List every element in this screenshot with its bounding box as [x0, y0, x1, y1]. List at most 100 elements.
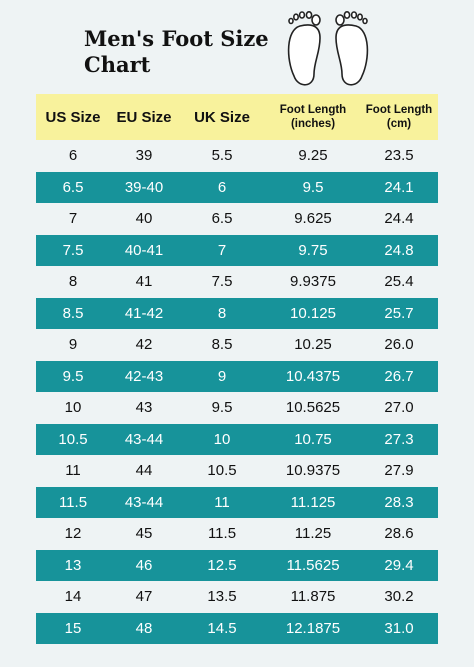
table-row: 9 42 8.5 10.25 26.0: [36, 329, 438, 361]
table-cell: 6: [68, 147, 78, 165]
table-cell: 11.5: [58, 493, 88, 511]
table-cell: 13.5: [207, 588, 237, 606]
table-cell: 40: [135, 210, 153, 228]
table-cell: 11.875: [290, 588, 336, 606]
table-cell: 8: [217, 304, 227, 322]
table-cell: 43-44: [124, 430, 164, 448]
table-cell: 6: [217, 178, 227, 196]
table-cell: 45: [135, 525, 153, 543]
table-cell: 24.1: [384, 178, 414, 196]
table-row: 7 40 6.5 9.625 24.4: [36, 203, 438, 235]
table-row: 15 48 14.5 12.1875 31.0: [36, 612, 438, 644]
table-cell: 9.5: [302, 178, 324, 196]
table-cell: 27.0: [384, 399, 414, 417]
table-cell: 8.5: [211, 336, 233, 354]
table-cell: 41-42: [124, 304, 164, 322]
table-cell: 40-41: [124, 241, 164, 259]
table-cell: 42: [135, 336, 153, 354]
feet-icon: [287, 11, 369, 86]
table-cell: 11: [65, 462, 81, 480]
table-cell: 10.9375: [285, 462, 341, 480]
size-table: US Size EU Size UK Size Foot Length (inches…: [36, 94, 438, 644]
table-row: 9.5 42-43 9 10.4375 26.7: [36, 360, 438, 392]
table-cell: 24.8: [384, 241, 414, 259]
table-row: 11.5 43-44 11 11.125 28.3: [36, 486, 438, 518]
table-cell: 28.3: [384, 493, 414, 511]
table-cell: 10.5: [58, 430, 88, 448]
table-cell: 9.75: [298, 241, 328, 259]
table-cell: 6.5: [211, 210, 233, 228]
table-cell: 12.1875: [285, 619, 341, 637]
table-cell: 43: [135, 399, 153, 417]
column-header: UK Size: [194, 108, 250, 126]
table-cell: 10.4375: [285, 367, 341, 385]
table-cell: 13: [64, 556, 82, 574]
table-cell: 11.5625: [286, 556, 340, 574]
table-cell: 47: [135, 588, 153, 606]
table-cell: 26.0: [384, 336, 414, 354]
table-row: 10.5 43-44 10 10.75 27.3: [36, 423, 438, 455]
table-cell: 10.5: [207, 462, 237, 480]
table-cell: 11: [214, 493, 230, 511]
table-cell: 15: [64, 619, 82, 637]
table-cell: 26.7: [384, 367, 414, 385]
table-cell: 9.9375: [290, 273, 336, 291]
table-cell: 48: [135, 619, 153, 637]
table-cell: 44: [135, 462, 153, 480]
table-cell: 31.0: [384, 619, 414, 637]
table-cell: 9.5: [211, 399, 233, 417]
table-row: 11 44 10.5 10.9375 27.9: [36, 455, 438, 487]
table-cell: 11.25: [294, 525, 332, 543]
table-cell: 14: [64, 588, 82, 606]
column-header: Foot Length (inches): [279, 104, 347, 130]
table-cell: 10: [64, 399, 82, 417]
table-row: 7.5 40-41 7 9.75 24.8: [36, 234, 438, 266]
table-cell: 12.5: [207, 556, 237, 574]
table-row: 12 45 11.5 11.25 28.6: [36, 518, 438, 550]
table-cell: 9: [217, 367, 227, 385]
column-header: US Size: [45, 108, 101, 126]
table-cell: 9.625: [294, 210, 332, 228]
table-cell: 6.5: [62, 178, 84, 196]
table-cell: 39-40: [124, 178, 164, 196]
table-cell: 25.7: [384, 304, 414, 322]
table-cell: 46: [135, 556, 153, 574]
table-cell: 10.5625: [285, 399, 341, 417]
table-cell: 8.5: [62, 304, 84, 322]
table-cell: 43-44: [124, 493, 164, 511]
table-row: 6 39 5.5 9.25 23.5: [36, 140, 438, 172]
table-cell: 10.25: [294, 336, 332, 354]
table-cell: 8: [68, 273, 78, 291]
table-row: 10 43 9.5 10.5625 27.0: [36, 392, 438, 424]
table-row: 13 46 12.5 11.5625 29.4: [36, 549, 438, 581]
table-cell: 14.5: [207, 619, 237, 637]
table-row: 6.5 39-40 6 9.5 24.1: [36, 171, 438, 203]
table-cell: 7.5: [62, 241, 84, 259]
table-cell: 11.125: [290, 493, 336, 511]
table-cell: 42-43: [124, 367, 164, 385]
table-body: 6 39 5.5 9.25 23.5 6.5 39-40 6 9.5 24.1 7 40 6.5 9.62…: [36, 140, 438, 644]
table-cell: 39: [135, 147, 153, 165]
table-cell: 9: [68, 336, 78, 354]
table-row: 8 41 7.5 9.9375 25.4: [36, 266, 438, 298]
table-cell: 12: [64, 525, 82, 543]
table-cell: 25.4: [384, 273, 414, 291]
column-header: Foot Length (cm): [365, 104, 433, 130]
table-cell: 24.4: [384, 210, 414, 228]
table-cell: 10.125: [290, 304, 336, 322]
title: Men's Foot Size Chart: [84, 26, 269, 77]
table-cell: 27.3: [384, 430, 414, 448]
table-cell: 5.5: [211, 147, 233, 165]
table-cell: 9.25: [298, 147, 328, 165]
table-cell: 9.5: [62, 367, 84, 385]
table-cell: 10: [213, 430, 231, 448]
table-cell: 10.75: [294, 430, 332, 448]
table-cell: 11.5: [207, 525, 237, 543]
table-cell: 7: [68, 210, 78, 228]
table-row: 14 47 13.5 11.875 30.2: [36, 581, 438, 613]
table-cell: 41: [135, 273, 153, 291]
table-cell: 7: [217, 241, 227, 259]
table-cell: 29.4: [384, 556, 414, 574]
table-cell: 7.5: [211, 273, 233, 291]
